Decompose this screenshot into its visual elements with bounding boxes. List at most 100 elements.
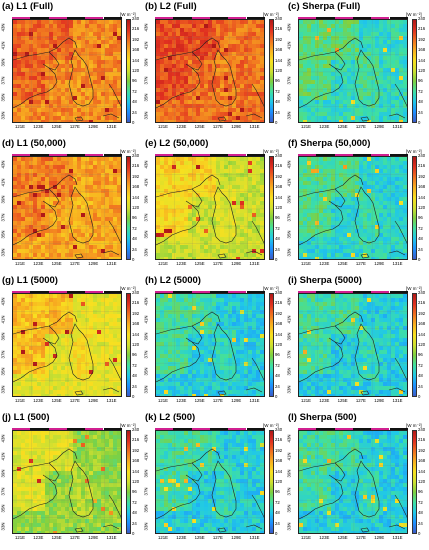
- field-cell: [81, 257, 86, 259]
- field-cell: [93, 330, 98, 335]
- field-cell: [17, 302, 22, 307]
- field-cell: [176, 60, 181, 65]
- field-cell: [172, 100, 177, 105]
- field-cell: [85, 233, 90, 238]
- field-cell: [395, 72, 400, 77]
- field-cell: [252, 205, 257, 210]
- field-cell: [57, 213, 62, 218]
- longitude-label: 125E: [51, 261, 62, 266]
- map-top-frame: [12, 17, 122, 19]
- field-cell: [188, 32, 193, 37]
- field-cell: [391, 201, 396, 206]
- field-cell: [371, 221, 376, 226]
- field-cell: [77, 314, 82, 319]
- field-cell: [371, 76, 376, 81]
- field-cell: [13, 189, 18, 194]
- field-cell: [105, 217, 110, 222]
- field-cell: [37, 217, 42, 222]
- field-cell: [252, 201, 257, 206]
- field-cell: [184, 213, 189, 218]
- field-cell: [21, 302, 26, 307]
- field-cell: [188, 64, 193, 69]
- field-cell: [339, 217, 344, 222]
- field-cell: [264, 20, 265, 24]
- field-cell: [387, 225, 392, 230]
- field-cell: [113, 32, 118, 37]
- field-cell: [339, 36, 344, 41]
- field-cell: [252, 120, 257, 122]
- field-cell: [29, 318, 34, 323]
- field-cell: [101, 48, 106, 53]
- field-cell: [240, 241, 245, 246]
- field-cell: [45, 193, 50, 198]
- field-cell: [117, 24, 121, 29]
- field-cell: [172, 36, 177, 41]
- longitude-label: 127E: [212, 261, 223, 266]
- field-cell: [236, 64, 241, 69]
- field-cell: [49, 181, 54, 186]
- field-cell: [101, 64, 106, 69]
- field-cell: [61, 241, 66, 246]
- field-cell: [228, 177, 233, 182]
- field-cell: [339, 64, 344, 69]
- field-cell: [208, 104, 213, 109]
- field-cell: [176, 20, 181, 25]
- field-cell: [85, 157, 90, 162]
- field-cell: [188, 88, 193, 93]
- field-cell: [264, 36, 265, 40]
- field-cell: [105, 294, 110, 299]
- field-cell: [399, 245, 404, 250]
- field-cell: [307, 245, 312, 250]
- field-cell: [244, 36, 249, 41]
- field-cell: [81, 213, 86, 218]
- field-cell: [379, 197, 384, 202]
- field-cell: [331, 84, 336, 89]
- coastline: [388, 220, 407, 256]
- field-cell: [244, 161, 249, 166]
- field-cell: [319, 189, 324, 194]
- field-cell: [188, 84, 193, 89]
- field-cell: [41, 84, 46, 89]
- field-cell: [105, 253, 110, 258]
- field-cell: [45, 112, 50, 117]
- field-cell: [21, 48, 26, 53]
- field-cell: [240, 201, 245, 206]
- field-cell: [89, 209, 94, 214]
- field-cell: [399, 80, 404, 85]
- field-cell: [65, 318, 70, 323]
- field-cell: [29, 249, 34, 254]
- field-cell: [45, 257, 50, 259]
- field-cell: [347, 249, 352, 254]
- field-cell: [375, 173, 380, 178]
- field-cell: [264, 44, 265, 48]
- field-cell: [367, 173, 372, 178]
- field-cell: [113, 108, 118, 113]
- field-cell: [399, 185, 404, 190]
- field-cell: [176, 217, 181, 222]
- field-cell: [200, 112, 205, 117]
- field-cell: [407, 64, 408, 68]
- field-cell: [89, 56, 94, 61]
- field-cell: [204, 84, 209, 89]
- field-cell: [371, 96, 376, 101]
- field-cell: [172, 56, 177, 61]
- field-cell: [101, 169, 106, 174]
- frame-segment: [246, 17, 265, 19]
- field-cell: [367, 68, 372, 73]
- field-cell: [359, 108, 364, 113]
- field-cell: [61, 161, 66, 166]
- field-cell: [184, 80, 189, 85]
- field-cell: [256, 169, 261, 174]
- field-cell: [109, 161, 114, 166]
- field-cell: [168, 112, 173, 117]
- field-cell: [363, 257, 368, 259]
- field-cell: [248, 88, 253, 93]
- field-cell: [351, 40, 356, 45]
- field-cell: [21, 217, 26, 222]
- field-cell: [69, 334, 74, 339]
- field-cell: [21, 112, 26, 117]
- field-cell: [97, 165, 102, 170]
- latitude-label: 39N: [143, 195, 149, 204]
- field-cell: [371, 104, 376, 109]
- field-cell: [93, 213, 98, 218]
